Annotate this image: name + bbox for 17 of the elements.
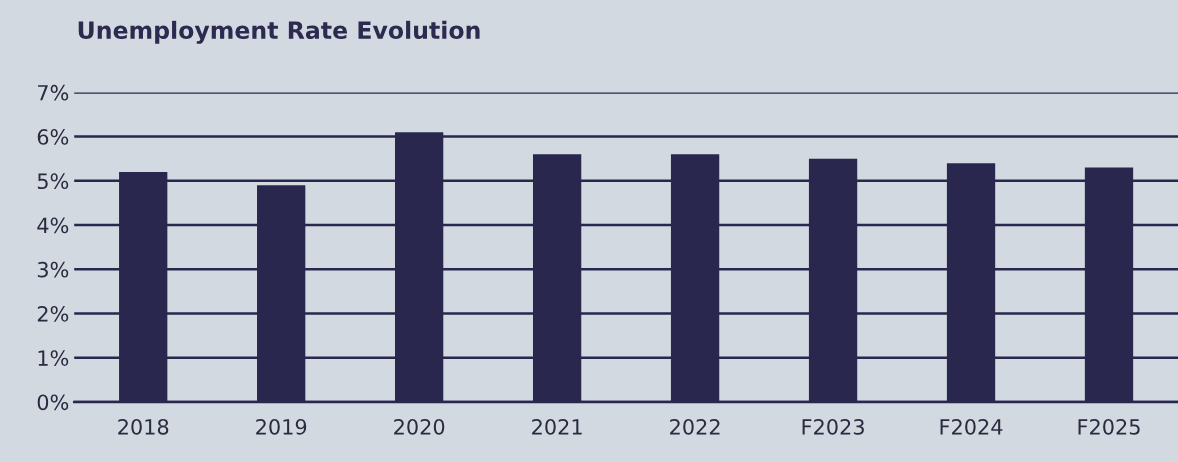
- y-tick-label: 7%: [38, 84, 69, 101]
- x-tick-label: F2023: [802, 418, 864, 435]
- y-tick-label: 2%: [37, 305, 69, 322]
- y-tick-label: 6%: [37, 129, 69, 145]
- x-tick-label: 2022: [670, 418, 720, 435]
- y-tick-label: 1%: [38, 350, 69, 366]
- x-tick-label: 2020: [394, 418, 445, 435]
- x-tick-label: 2021: [532, 418, 582, 435]
- x-tick-label: F2024: [940, 418, 1003, 435]
- y-tick-label: 5%: [37, 173, 69, 190]
- chart-title: Unemployment Rate Evolution: [78, 20, 480, 44]
- y-tick-label: 4%: [37, 217, 69, 234]
- y-tick-label: 3%: [37, 261, 69, 278]
- x-tick-label: F2025: [1078, 418, 1140, 435]
- x-tick-label: 2018: [118, 418, 169, 435]
- y-tick-label: 0%: [37, 394, 69, 411]
- x-tick-label: 2019: [256, 418, 307, 435]
